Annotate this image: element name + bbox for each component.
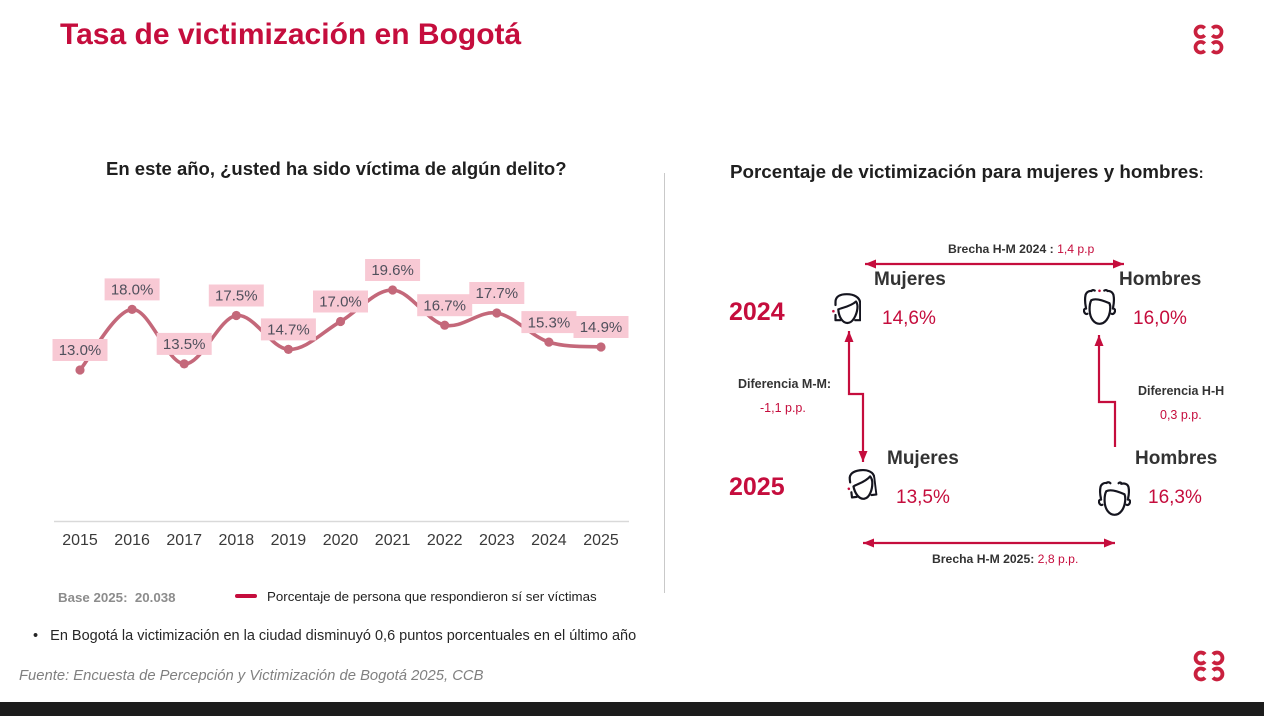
svg-text:2022: 2022 xyxy=(427,532,463,549)
svg-text:2020: 2020 xyxy=(323,532,359,549)
svg-text:18.0%: 18.0% xyxy=(111,282,154,299)
svg-text:17.5%: 17.5% xyxy=(215,288,258,305)
svg-text:2016: 2016 xyxy=(114,532,150,549)
svg-text:2024: 2024 xyxy=(531,532,567,549)
svg-text:2023: 2023 xyxy=(479,532,515,549)
svg-text:2021: 2021 xyxy=(375,532,411,549)
svg-text:17.0%: 17.0% xyxy=(319,294,362,311)
svg-text:2019: 2019 xyxy=(271,532,307,549)
svg-text:17.7%: 17.7% xyxy=(476,285,519,302)
svg-text:14.9%: 14.9% xyxy=(580,319,623,336)
svg-text:2025: 2025 xyxy=(583,532,619,549)
svg-text:14.7%: 14.7% xyxy=(267,322,310,339)
svg-text:16.7%: 16.7% xyxy=(423,297,466,314)
svg-text:13.5%: 13.5% xyxy=(163,336,206,353)
svg-text:2018: 2018 xyxy=(219,532,255,549)
svg-text:15.3%: 15.3% xyxy=(528,314,571,331)
svg-text:2017: 2017 xyxy=(166,532,202,549)
svg-text:19.6%: 19.6% xyxy=(371,262,414,279)
svg-text:2015: 2015 xyxy=(62,532,98,549)
svg-text:13.0%: 13.0% xyxy=(59,342,102,359)
